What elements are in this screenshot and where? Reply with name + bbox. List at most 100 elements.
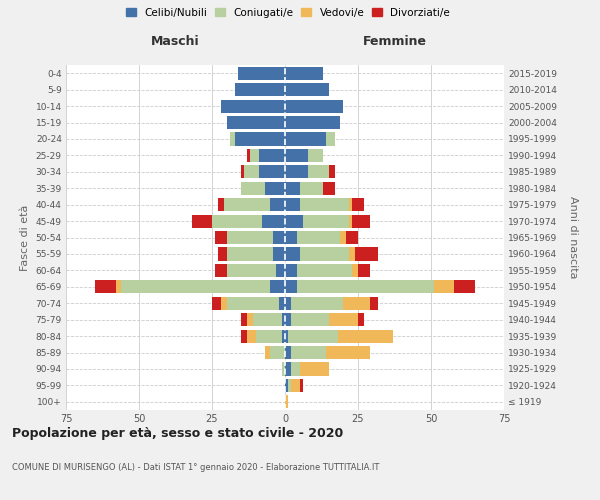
Bar — [221, 296, 227, 310]
Bar — [285, 346, 291, 359]
Bar — [274, 248, 285, 260]
Bar — [285, 66, 323, 80]
Bar — [291, 346, 326, 359]
Bar — [358, 264, 370, 277]
Bar — [285, 198, 299, 211]
Bar — [299, 182, 323, 195]
Bar — [271, 280, 285, 293]
Bar — [346, 231, 358, 244]
Bar — [299, 248, 349, 260]
Bar — [285, 83, 329, 96]
Bar — [218, 198, 224, 211]
Bar — [454, 280, 475, 293]
Bar — [340, 231, 346, 244]
Bar — [241, 182, 265, 195]
Bar — [296, 231, 340, 244]
Bar — [370, 296, 379, 310]
Bar — [285, 116, 340, 129]
Text: Maschi: Maschi — [151, 34, 200, 48]
Bar — [355, 248, 379, 260]
Legend: Celibi/Nubili, Coniugati/e, Vedovi/e, Divorziati/e: Celibi/Nubili, Coniugati/e, Vedovi/e, Di… — [126, 8, 450, 18]
Bar — [326, 132, 335, 145]
Bar — [285, 379, 288, 392]
Bar — [296, 264, 352, 277]
Bar — [259, 149, 285, 162]
Bar — [241, 330, 247, 342]
Bar — [308, 165, 329, 178]
Bar — [238, 66, 285, 80]
Bar — [288, 379, 291, 392]
Bar — [215, 264, 227, 277]
Bar — [247, 313, 253, 326]
Bar — [285, 100, 343, 112]
Bar — [285, 280, 296, 293]
Bar — [285, 248, 299, 260]
Bar — [244, 165, 259, 178]
Bar — [285, 362, 291, 376]
Bar — [323, 182, 335, 195]
Bar — [259, 165, 285, 178]
Bar — [299, 379, 302, 392]
Bar — [329, 313, 358, 326]
Bar — [299, 198, 349, 211]
Bar — [352, 214, 370, 228]
Bar — [302, 214, 349, 228]
Bar — [285, 264, 296, 277]
Bar — [326, 346, 370, 359]
Y-axis label: Fasce di età: Fasce di età — [20, 204, 30, 270]
Bar — [227, 231, 274, 244]
Bar — [285, 330, 288, 342]
Bar — [285, 165, 308, 178]
Bar — [285, 231, 296, 244]
Bar — [247, 330, 256, 342]
Bar — [276, 264, 285, 277]
Bar — [218, 248, 227, 260]
Bar — [291, 379, 299, 392]
Bar — [352, 264, 358, 277]
Bar — [247, 149, 250, 162]
Bar — [285, 313, 291, 326]
Text: COMUNE DI MURISENGO (AL) - Dati ISTAT 1° gennaio 2020 - Elaborazione TUTTITALIA.: COMUNE DI MURISENGO (AL) - Dati ISTAT 1°… — [12, 462, 379, 471]
Text: Femmine: Femmine — [362, 34, 427, 48]
Bar — [285, 132, 326, 145]
Bar — [212, 296, 221, 310]
Bar — [235, 83, 285, 96]
Bar — [221, 100, 285, 112]
Bar — [291, 296, 343, 310]
Bar — [250, 149, 259, 162]
Bar — [349, 248, 355, 260]
Bar — [343, 296, 370, 310]
Bar — [227, 264, 276, 277]
Bar — [434, 280, 454, 293]
Bar — [116, 280, 121, 293]
Bar — [241, 313, 247, 326]
Bar — [285, 149, 308, 162]
Bar — [288, 330, 338, 342]
Bar — [262, 214, 285, 228]
Bar — [279, 296, 285, 310]
Bar — [253, 313, 282, 326]
Bar — [271, 198, 285, 211]
Bar — [349, 214, 352, 228]
Bar — [191, 214, 212, 228]
Bar — [308, 149, 323, 162]
Y-axis label: Anni di nascita: Anni di nascita — [568, 196, 578, 279]
Bar — [212, 214, 262, 228]
Bar — [235, 132, 285, 145]
Bar — [358, 313, 364, 326]
Bar — [285, 182, 299, 195]
Bar — [291, 313, 329, 326]
Bar — [329, 165, 335, 178]
Bar — [271, 346, 285, 359]
Bar — [291, 362, 299, 376]
Bar — [299, 362, 329, 376]
Bar — [227, 116, 285, 129]
Bar — [230, 132, 235, 145]
Bar — [265, 346, 271, 359]
Bar — [215, 231, 227, 244]
Bar — [338, 330, 393, 342]
Bar — [282, 362, 285, 376]
Bar — [352, 198, 364, 211]
Bar — [282, 313, 285, 326]
Bar — [285, 395, 288, 408]
